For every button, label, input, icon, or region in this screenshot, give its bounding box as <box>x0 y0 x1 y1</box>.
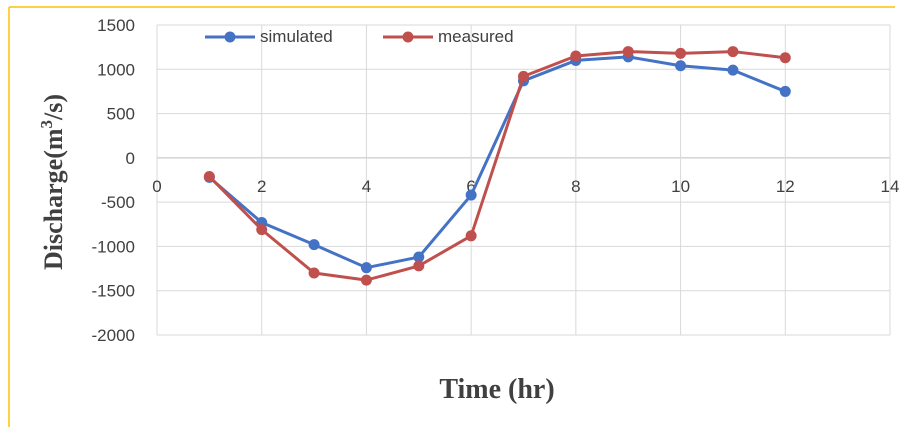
series-simulated <box>203 51 791 274</box>
x-tick-label: 10 <box>671 177 690 196</box>
data-point <box>413 251 425 263</box>
legend-marker <box>224 31 236 43</box>
data-point <box>518 70 529 82</box>
legend-item: simulated <box>205 27 333 46</box>
data-point <box>360 274 372 286</box>
y-axis-title-main: Discharge(m <box>39 128 68 270</box>
x-tick-label: 4 <box>362 177 371 196</box>
data-point <box>727 64 739 76</box>
x-tick-label: 12 <box>776 177 795 196</box>
data-point <box>779 52 791 64</box>
y-tick-label: 500 <box>107 105 135 124</box>
x-tick-label: 0 <box>152 177 161 196</box>
grid-lines <box>156 24 891 336</box>
y-tick-label: -500 <box>101 193 135 212</box>
x-axis-title: Time (hr) <box>439 374 554 405</box>
data-point <box>675 60 687 72</box>
y-tick-label: 1500 <box>97 16 135 35</box>
x-tick-label: 2 <box>257 177 266 196</box>
data-point <box>308 239 320 251</box>
y-tick-label: -2000 <box>92 326 135 345</box>
legend-label: measured <box>438 27 514 46</box>
data-point <box>622 46 634 58</box>
legend-marker <box>402 31 414 43</box>
series-line <box>208 50 786 282</box>
data-point <box>360 262 372 274</box>
data-point <box>779 85 791 97</box>
data-point <box>413 260 425 272</box>
data-point <box>203 170 215 182</box>
y-tick-label: -1500 <box>92 282 135 301</box>
y-axis-title-tail: /s) <box>39 94 68 121</box>
data-point <box>465 230 477 242</box>
legend: simulated measured <box>205 27 514 46</box>
y-tick-label: -1000 <box>92 237 135 256</box>
data-point <box>570 50 582 62</box>
y-axis-title-superscript: 3 <box>37 120 56 129</box>
chart-border <box>8 6 895 427</box>
y-tick-label: 0 <box>126 149 135 168</box>
data-point <box>727 46 739 58</box>
data-point <box>256 224 268 236</box>
series-lines <box>203 46 791 286</box>
series-line <box>208 55 786 270</box>
tick-labels: 1500 1000 500 0 -500 -1000 -1500 -2000 0 2 4 6 8 10 12… <box>92 16 900 345</box>
data-point <box>465 189 477 201</box>
legend-item: measured <box>383 27 514 46</box>
y-axis-title: Discharge(m3/s) <box>37 94 68 270</box>
data-point <box>308 267 320 279</box>
legend-label: simulated <box>260 27 333 46</box>
x-tick-label: 14 <box>881 177 900 196</box>
series-measured <box>203 46 791 286</box>
x-tick-label: 8 <box>571 177 580 196</box>
y-tick-label: 1000 <box>97 60 135 79</box>
x-tick-label: 6 <box>466 177 475 196</box>
data-point <box>675 47 687 59</box>
